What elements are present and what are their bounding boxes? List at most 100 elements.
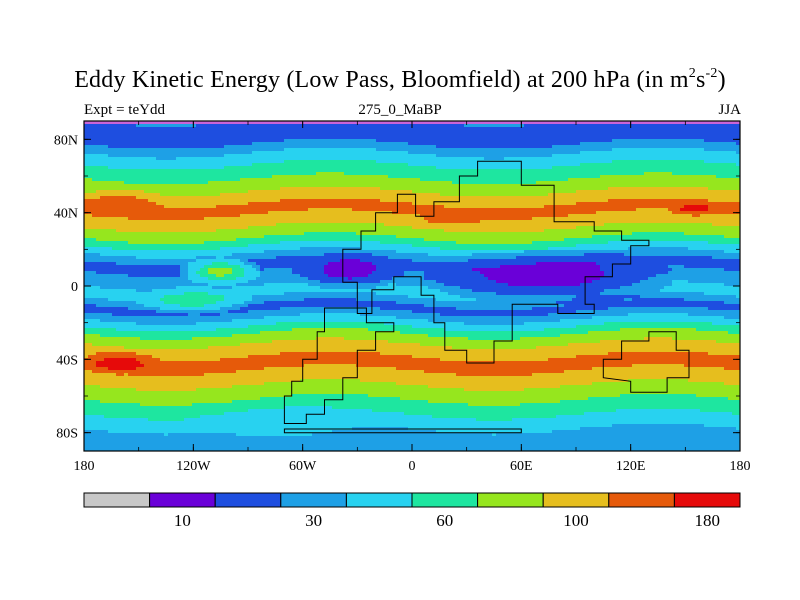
heatmap-cell xyxy=(188,274,201,278)
heatmap-cell xyxy=(284,292,377,296)
heatmap-cell xyxy=(224,145,437,149)
heatmap-cell xyxy=(536,346,741,350)
heatmap-cell xyxy=(116,328,217,332)
heatmap-cell xyxy=(356,364,633,368)
y-tick-label: 40N xyxy=(54,207,78,222)
heatmap-cell xyxy=(356,232,633,236)
heatmap-cell xyxy=(368,274,405,278)
heatmap-cell xyxy=(84,178,93,182)
heatmap-cell xyxy=(84,271,97,275)
heatmap-cell xyxy=(632,298,685,302)
continent-outline xyxy=(602,331,690,393)
heatmap-cell xyxy=(84,418,149,422)
heatmap-cell xyxy=(156,202,249,206)
heatmap-cell xyxy=(212,286,233,290)
heatmap-cell xyxy=(376,292,449,296)
heatmap-cell xyxy=(444,205,545,209)
heatmap-cell xyxy=(580,163,737,167)
heatmap-cell xyxy=(84,208,309,212)
heatmap-cell xyxy=(728,331,741,335)
heatmap-cell xyxy=(284,406,333,410)
heatmap-cell xyxy=(204,265,241,269)
heatmap-cell xyxy=(264,316,397,320)
heatmap-cell xyxy=(284,160,377,164)
heatmap-cell xyxy=(400,331,589,335)
heatmap-cell xyxy=(672,172,741,176)
heatmap-cell xyxy=(660,289,741,293)
heatmap-cell xyxy=(248,325,413,329)
heatmap-cell xyxy=(480,220,741,224)
heatmap-cell xyxy=(216,229,445,233)
heatmap-cell xyxy=(84,163,253,167)
heatmap-cell xyxy=(256,262,329,266)
heatmap-cell xyxy=(580,283,633,287)
heatmap-cell xyxy=(220,313,301,317)
heatmap-cell xyxy=(428,385,561,389)
heatmap-cell xyxy=(84,136,741,140)
colorbar-swatch xyxy=(214,492,282,508)
heatmap-cell xyxy=(100,385,233,389)
heatmap-cell xyxy=(396,301,557,305)
heatmap-cell xyxy=(524,322,605,326)
heatmap-cell xyxy=(264,268,293,272)
heatmap-cell xyxy=(84,370,93,374)
heatmap-cell xyxy=(260,397,401,401)
y-tick-label: 80N xyxy=(54,133,78,148)
heatmap-cell xyxy=(576,190,741,194)
heatmap-cell xyxy=(244,271,261,275)
y-tick-label: 80S xyxy=(56,427,78,442)
colorbar-swatch xyxy=(542,492,610,508)
colorbar-swatch xyxy=(280,492,347,508)
heatmap-cell xyxy=(520,337,645,341)
heatmap-cell xyxy=(404,412,585,416)
heatmap-cell xyxy=(356,298,437,302)
heatmap-cell xyxy=(208,277,237,281)
heatmap-cell xyxy=(328,262,373,266)
heatmap-cell xyxy=(600,175,717,179)
heatmap-cell xyxy=(460,295,577,299)
heatmap-cell xyxy=(92,178,241,182)
heatmap-cell xyxy=(256,277,309,281)
heatmap-cell xyxy=(116,262,189,266)
heatmap-cell xyxy=(552,145,741,149)
heatmap-cell xyxy=(136,358,161,362)
heatmap-cell xyxy=(252,151,409,155)
heatmap-cell xyxy=(232,253,325,257)
heatmap-cell xyxy=(388,256,517,260)
heatmap-cell xyxy=(280,187,381,191)
heatmap-cell xyxy=(612,139,705,143)
heatmap-cell xyxy=(736,151,741,155)
heatmap-cell xyxy=(84,274,129,278)
heatmap-cell xyxy=(96,304,145,308)
heatmap-cell xyxy=(716,340,741,344)
heatmap-cell xyxy=(568,178,741,182)
heatmap-cell xyxy=(264,250,397,254)
heatmap-cell xyxy=(84,169,741,173)
heatmap-cell xyxy=(484,274,605,278)
heatmap-cell xyxy=(204,217,425,221)
heatmap-cell xyxy=(468,403,521,407)
heatmap-cell xyxy=(708,199,741,203)
case-label: 275_0_MaBP xyxy=(358,102,442,118)
heatmap-cell xyxy=(704,148,741,152)
heatmap-cell xyxy=(484,157,505,161)
heatmap-cell xyxy=(328,274,369,278)
colorbar-swatch xyxy=(83,492,151,508)
heatmap-cell xyxy=(436,145,553,149)
heatmap-cell xyxy=(440,289,473,293)
heatmap-cell xyxy=(84,412,225,416)
heatmap-cell xyxy=(236,277,257,281)
heatmap-cell xyxy=(252,265,261,269)
heatmap-cell xyxy=(496,433,741,437)
heatmap-cell xyxy=(600,340,717,344)
colorbar-swatch xyxy=(608,492,675,508)
heatmap-cell xyxy=(708,307,741,311)
heatmap-cell xyxy=(656,274,741,278)
heatmap-cell xyxy=(84,280,193,284)
heatmap-cell xyxy=(600,265,669,269)
heatmap-cell xyxy=(84,355,89,359)
heatmap-cell xyxy=(128,241,205,245)
heatmap-cell xyxy=(724,283,741,287)
heatmap-cell xyxy=(260,271,293,275)
heatmap-cell xyxy=(84,439,741,443)
